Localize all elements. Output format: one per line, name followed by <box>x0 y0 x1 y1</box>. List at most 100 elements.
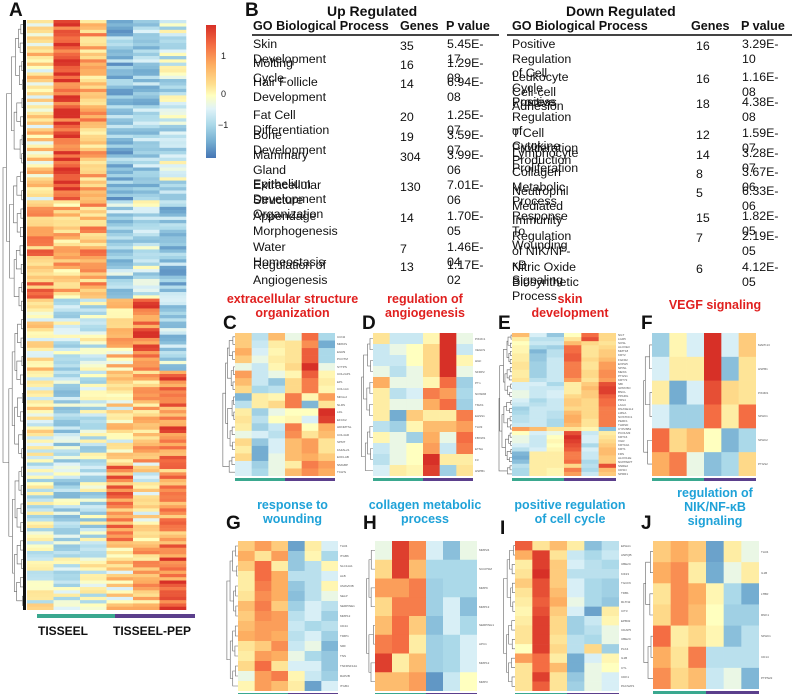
heatmap-cell <box>80 528 107 532</box>
heatmap-cell <box>254 571 272 582</box>
heatmap-cell <box>27 101 54 106</box>
heatmap-cell <box>27 318 54 322</box>
heatmap-cell <box>598 390 616 395</box>
heatmap-cell <box>106 400 134 404</box>
dendrogram-branch <box>18 287 22 307</box>
heatmap-cell <box>423 454 440 466</box>
heatmap-cell <box>106 354 134 358</box>
heatmap-cell <box>27 531 54 535</box>
heatmap-cell <box>53 269 81 273</box>
heatmap-cell <box>106 521 134 526</box>
heatmap-cell <box>598 386 616 391</box>
heatmap-cell <box>456 333 473 345</box>
group-bar-tisseel-pep <box>423 478 473 481</box>
heatmap-cell <box>80 459 107 463</box>
heatmap-cell <box>106 167 134 172</box>
dendrogram-branch <box>232 351 235 360</box>
process-name: Mammary Gland Epithelium Development <box>253 148 327 206</box>
heatmap-cell <box>159 462 187 467</box>
heatmap-cell <box>106 242 134 247</box>
heatmap-cell <box>106 272 134 276</box>
heatmap-cell <box>669 452 687 476</box>
heatmap-cell <box>106 285 134 290</box>
panel-title-d: regulation of angiogenesis <box>385 292 465 320</box>
heatmap-cell <box>133 262 160 267</box>
heatmap-cell <box>80 144 107 149</box>
heatmap-cell <box>159 216 187 221</box>
heatmap-cell <box>581 345 599 350</box>
heatmap-cell <box>80 433 107 437</box>
dendrogram-branch <box>235 605 238 617</box>
heatmap-cell <box>426 653 444 673</box>
heatmap-cell <box>27 52 54 57</box>
heatmap-cell <box>133 531 160 535</box>
heatmap-cell <box>106 157 134 162</box>
heatmap-cell <box>321 611 338 622</box>
heatmap-cell <box>133 154 160 158</box>
heatmap-cell <box>106 292 134 296</box>
heatmap-cell <box>27 485 54 490</box>
heatmap-cell <box>423 421 440 433</box>
heatmap-cell <box>301 468 319 476</box>
heatmap-cell <box>669 428 687 453</box>
heatmap-cell <box>268 340 286 349</box>
heatmap-cell <box>423 399 440 411</box>
heatmap-cell <box>706 646 724 669</box>
heatmap-cell <box>106 105 134 109</box>
heatmap-cell <box>80 23 107 27</box>
heatmap-cell <box>598 439 616 444</box>
heatmap-cell <box>406 432 424 444</box>
heatmap-cell <box>106 534 134 539</box>
heatmap-cell <box>581 365 599 371</box>
heatmap-cell <box>288 661 305 672</box>
row-dendrogram-j <box>643 551 653 679</box>
heatmap-cell <box>389 366 407 378</box>
heatmap-cell <box>318 438 335 447</box>
heatmap-c <box>235 333 335 476</box>
heatmap-cell <box>268 393 286 402</box>
heatmap-cell <box>53 154 81 158</box>
heatmap-cell <box>80 423 107 427</box>
heatmap-cell <box>670 541 689 563</box>
gene-label: GPRC5D <box>618 386 631 391</box>
gene-label: LRL <box>337 410 343 415</box>
heatmap-cell <box>423 388 440 400</box>
heatmap-cell <box>159 151 187 155</box>
p-value: 4.12E-05 <box>742 260 779 289</box>
heatmap-cell <box>133 518 160 522</box>
heatmap-cell <box>133 328 160 332</box>
heatmap-cell <box>133 396 160 401</box>
heatmap-cell <box>598 357 616 362</box>
heatmap-cell <box>515 606 533 617</box>
heatmap-cell <box>53 39 81 44</box>
row-dendrogram-d <box>361 338 373 471</box>
heatmap-cell <box>159 429 187 434</box>
heatmap-cell <box>581 382 599 387</box>
heatmap-cell <box>27 115 54 119</box>
heatmap-cell <box>80 354 107 358</box>
heatmap-cell <box>406 443 424 455</box>
heatmap-cell <box>567 597 585 607</box>
heatmap-cell <box>133 573 160 578</box>
heatmap-cell <box>80 544 107 549</box>
heatmap-cell <box>581 373 599 379</box>
heatmap-cell <box>133 570 160 575</box>
heatmap-cell <box>53 151 81 155</box>
heatmap-cell <box>426 616 444 636</box>
heatmap-cell <box>80 449 107 453</box>
p-value: 1.25E-07 <box>447 108 484 137</box>
heatmap-cell <box>439 344 457 356</box>
heatmap-cell <box>321 581 338 592</box>
heatmap-cell <box>80 311 107 316</box>
heatmap-cell <box>704 380 722 405</box>
heatmap-cell <box>159 229 187 234</box>
heatmap-cell <box>53 275 81 280</box>
heatmap-cell <box>106 229 134 234</box>
heatmap-cell <box>106 288 134 293</box>
heatmap-cell <box>567 578 585 589</box>
heatmap-cell <box>686 404 705 429</box>
heatmap-cell <box>704 452 722 476</box>
heatmap-cell <box>133 564 160 568</box>
gene-label: COL1A4 <box>337 387 349 392</box>
heatmap-cell <box>133 364 160 368</box>
